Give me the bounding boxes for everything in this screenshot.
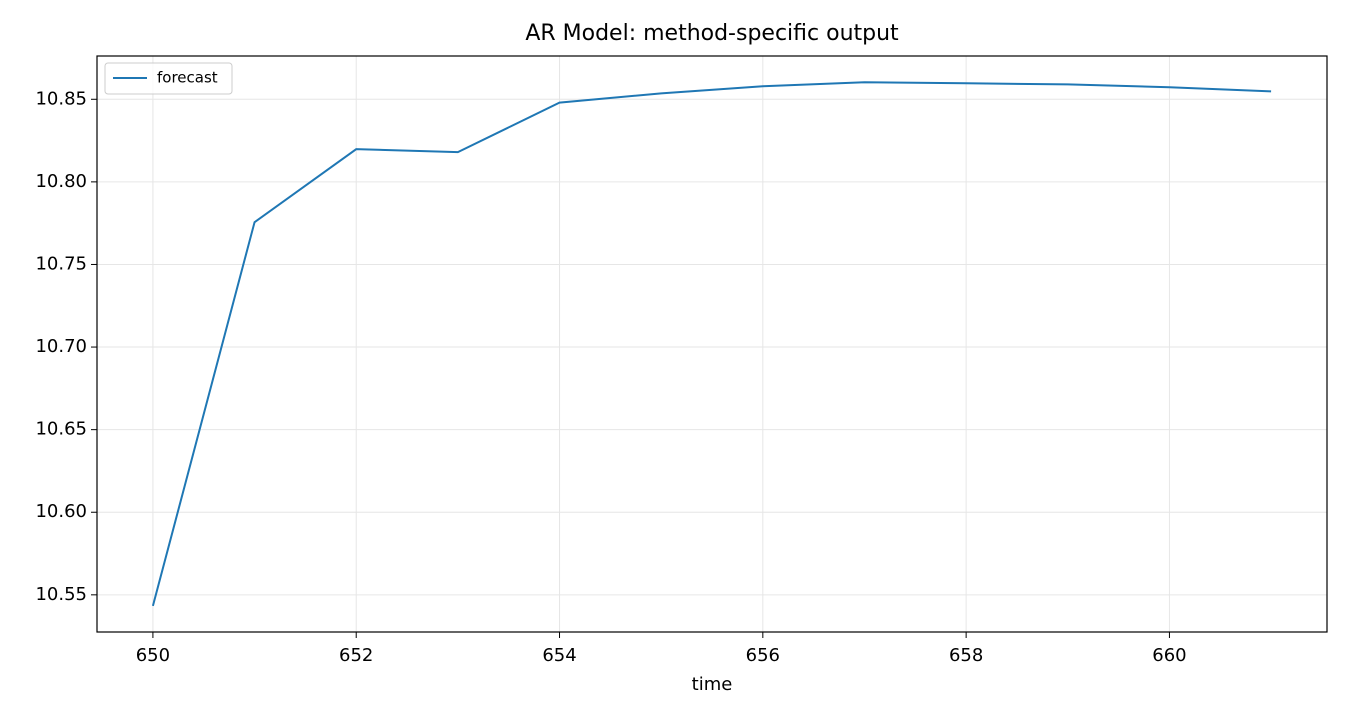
- chart-title: AR Model: method-specific output: [525, 21, 899, 46]
- legend-box: [104, 62, 233, 95]
- y-tick-label: 10.65: [35, 419, 87, 440]
- y-tick-label: 10.70: [35, 336, 87, 357]
- y-tick-label: 10.60: [35, 501, 87, 522]
- x-tick-label: 656: [746, 645, 780, 666]
- y-tick-label: 10.80: [35, 171, 87, 192]
- legend-label: forecast: [157, 69, 218, 87]
- line-series: [151, 81, 1272, 607]
- y-tick-label: 10.85: [35, 88, 87, 109]
- y-tick-label: 10.55: [35, 584, 87, 605]
- legend: forecast: [104, 62, 233, 95]
- x-tick-label: 654: [542, 645, 576, 666]
- x-axis-label: time: [692, 674, 733, 695]
- y-tick-label: 10.75: [35, 253, 87, 274]
- x-tick-label: 658: [949, 645, 983, 666]
- plot-frame: [96, 55, 1328, 633]
- x-tick-label: 660: [1152, 645, 1186, 666]
- x-tick-label: 650: [136, 645, 170, 666]
- x-tick-label: 652: [339, 645, 373, 666]
